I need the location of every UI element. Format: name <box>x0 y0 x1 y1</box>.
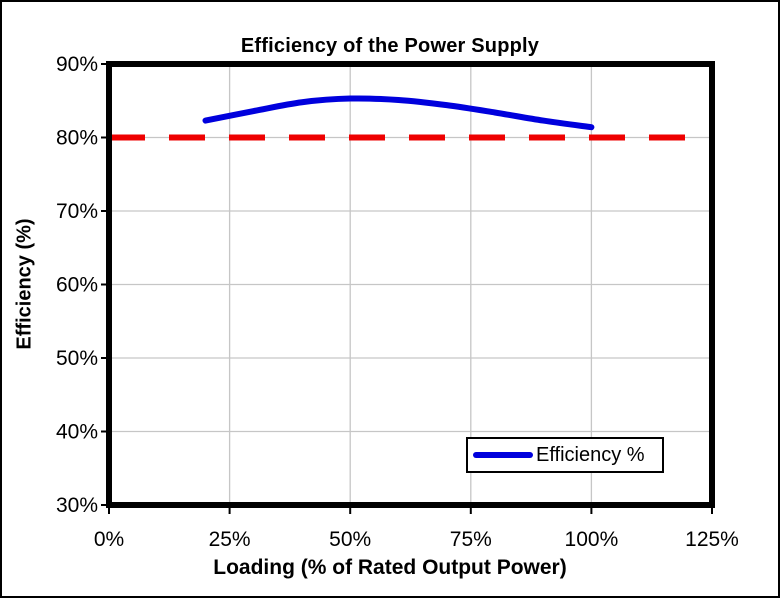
x-tick-label-0: 0% <box>94 528 124 551</box>
x-tick-label-75: 75% <box>450 528 492 551</box>
legend: Efficiency % <box>466 437 664 473</box>
y-tick-label-60: 60% <box>56 274 98 297</box>
y-tick-label-50: 50% <box>56 347 98 370</box>
y-tick-label-70: 70% <box>56 200 98 223</box>
plot-border <box>106 61 715 508</box>
legend-line-sample <box>473 452 533 458</box>
y-tick-label-30: 30% <box>56 494 98 517</box>
y-tick-label-80: 80% <box>56 127 98 150</box>
x-tick-label-100: 100% <box>565 528 619 551</box>
x-tick-label-50: 50% <box>329 528 371 551</box>
y-tick-label-90: 90% <box>56 53 98 76</box>
x-tick-label-125: 125% <box>685 528 739 551</box>
efficiency-line <box>202 95 595 131</box>
y-tick-label-40: 40% <box>56 421 98 444</box>
legend-label: Efficiency % <box>536 443 645 466</box>
chart-title: Efficiency of the Power Supply <box>240 35 540 57</box>
x-axis-title: Loading (% of Rated Output Power) <box>213 556 567 579</box>
x-tick-label-25: 25% <box>209 528 251 551</box>
